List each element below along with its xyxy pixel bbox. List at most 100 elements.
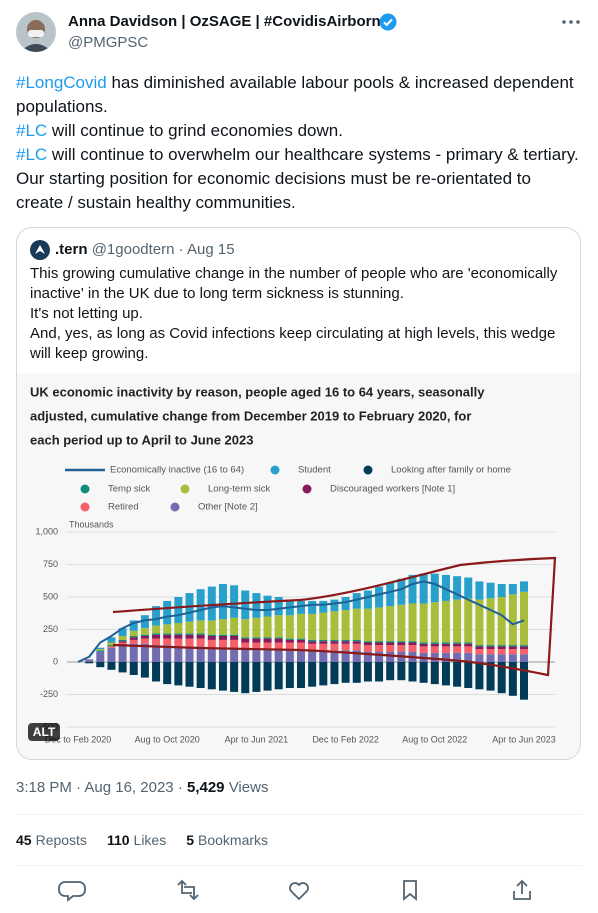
bar-segment	[375, 651, 384, 662]
legend-label: Other [Note 2]	[198, 502, 258, 513]
bar-segment	[352, 593, 361, 609]
bar-segment	[441, 600, 450, 643]
legend-swatch	[180, 484, 190, 494]
like-button[interactable]	[289, 882, 309, 901]
bar-segment	[174, 634, 183, 639]
chart-title: UK economic inactivity by reason, people…	[30, 384, 485, 399]
bar-segment	[152, 633, 161, 635]
bar-segment	[196, 638, 205, 647]
x-tick-label: Dec to Feb 2020	[45, 734, 112, 744]
hashtag[interactable]: #LC	[16, 145, 48, 164]
bar-segment	[263, 638, 272, 643]
bar-segment	[241, 590, 250, 620]
legend-label: Long-term sick	[208, 484, 271, 495]
bar-segment	[464, 652, 473, 662]
bar-segment	[341, 650, 350, 662]
bookmark-button[interactable]	[403, 880, 417, 901]
more-button[interactable]	[560, 14, 582, 30]
bar-segment	[263, 649, 272, 662]
bar-segment	[453, 662, 462, 687]
legend-swatch	[170, 502, 180, 512]
bar-segment	[330, 650, 339, 662]
share-button[interactable]	[513, 879, 531, 900]
bar-segment	[129, 662, 138, 675]
user-name[interactable]: Anna Davidson | OzSAGE | #CovidisAirborn…	[68, 13, 389, 30]
bar-segment	[375, 641, 384, 643]
bar-segment	[363, 645, 372, 652]
bar-segment	[218, 662, 227, 691]
bar-segment	[430, 652, 439, 662]
bar-segment	[252, 642, 261, 649]
hashtag[interactable]: #LC	[16, 121, 48, 140]
chart-image: UK economic inactivity by reason, people…	[17, 373, 580, 759]
quote-card[interactable]: .tern @1goodtern · Aug 15 This growing c…	[16, 227, 581, 760]
bar-segment	[308, 613, 317, 640]
bar-segment	[408, 574, 417, 604]
alt-badge[interactable]	[28, 723, 60, 741]
bar-segment	[196, 634, 205, 639]
hashtag[interactable]: #LongCovid	[16, 73, 107, 92]
bar-segment	[486, 645, 495, 647]
bar-segment	[185, 621, 194, 634]
bar-segment	[453, 642, 462, 644]
bar-segment	[230, 634, 239, 636]
bar-segment	[96, 649, 105, 651]
bar-segment	[441, 574, 450, 601]
bar-segment	[341, 643, 350, 651]
bar-segment	[96, 662, 105, 668]
quote-line: It's not letting up.	[30, 305, 143, 322]
bar-segment	[285, 639, 294, 643]
bar-segment	[520, 654, 528, 662]
bar-segment	[252, 649, 261, 662]
bar-segment	[185, 662, 194, 687]
legend-label: Temp sick	[108, 484, 150, 495]
bar-segment	[330, 662, 339, 685]
bar-segment	[140, 638, 149, 644]
bar-segment	[107, 662, 116, 670]
quote-line: This growing cumulative change in the nu…	[30, 265, 558, 302]
views-label: Views	[228, 779, 269, 796]
bar-segment	[118, 636, 127, 640]
stat[interactable]: 110 Likes	[107, 832, 166, 848]
bar-segment	[163, 624, 172, 634]
avatar[interactable]	[16, 12, 58, 54]
repost-button[interactable]	[177, 879, 199, 901]
bar-segment	[252, 662, 261, 692]
bar-segment	[386, 645, 395, 652]
bar-segment	[174, 662, 183, 686]
bar-segment	[497, 645, 506, 647]
bar-segment	[386, 651, 395, 662]
bar-segment	[497, 597, 506, 646]
bar-segment	[375, 586, 384, 608]
bar-segment	[163, 638, 172, 646]
bar-segment	[352, 650, 361, 662]
legend-label: Looking after family or home	[391, 465, 511, 476]
stat[interactable]: 5 Bookmarks	[186, 832, 268, 848]
bar-segment	[308, 662, 317, 687]
bar-segment	[419, 662, 428, 683]
bar-segment	[352, 641, 361, 644]
bar-segment	[230, 647, 239, 662]
bar-segment	[297, 639, 305, 643]
bar-segment	[140, 636, 149, 639]
legend-label: Economically inactive (16 to 64)	[110, 465, 244, 476]
stat-count: 5	[186, 832, 195, 848]
reply-button[interactable]	[58, 881, 86, 902]
alt-label[interactable]: ALT	[33, 725, 56, 739]
time: 3:18 PM	[16, 779, 72, 796]
bar-segment	[453, 652, 462, 662]
stat[interactable]: 45 Reposts	[16, 832, 87, 848]
bar-segment	[152, 625, 161, 634]
y-tick-label: 0	[53, 656, 58, 666]
tweet-text: #LongCovid has diminished available labo…	[16, 71, 582, 215]
bar-segment	[319, 641, 328, 644]
bar-segment	[252, 638, 261, 643]
bar-segment	[475, 646, 484, 649]
bar-segment	[497, 646, 506, 649]
bar-segment	[520, 581, 528, 592]
user-handle[interactable]: @PMGPSC	[68, 34, 149, 51]
bar-segment	[218, 639, 227, 648]
bar-segment	[274, 615, 283, 638]
bar-segment	[152, 634, 161, 639]
